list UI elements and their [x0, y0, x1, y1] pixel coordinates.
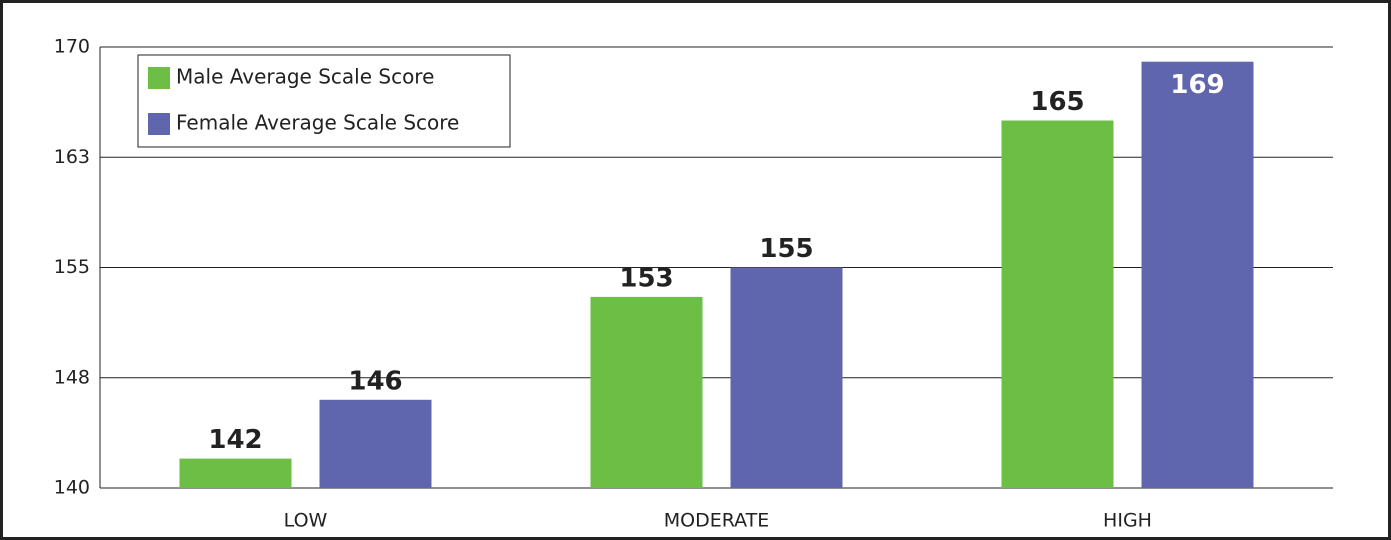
x-tick-label: MODERATE	[664, 510, 770, 532]
y-tick-label: 155	[54, 256, 90, 278]
value-label: 142	[208, 425, 262, 455]
value-label: 153	[619, 263, 673, 293]
value-label: 169	[1170, 70, 1224, 100]
bar	[179, 458, 292, 488]
y-tick-label: 170	[54, 36, 90, 58]
value-label: 165	[1030, 87, 1084, 117]
y-tick-label: 140	[54, 477, 90, 499]
bar	[590, 296, 703, 488]
bar	[1141, 61, 1254, 488]
bar	[1001, 120, 1114, 488]
bar	[730, 267, 843, 488]
x-tick-label: LOW	[284, 510, 328, 532]
value-label: 155	[759, 234, 813, 264]
legend-box	[137, 54, 511, 148]
legend-label: Male Average Scale Score	[176, 65, 434, 89]
y-tick-label: 148	[54, 366, 90, 388]
value-label: 146	[348, 366, 402, 396]
x-tick-label: HIGH	[1103, 510, 1152, 532]
legend-swatch	[148, 113, 170, 135]
legend-label: Female Average Scale Score	[176, 111, 459, 135]
bar	[319, 399, 432, 488]
y-tick-label: 163	[54, 146, 90, 168]
legend-swatch	[148, 67, 170, 89]
